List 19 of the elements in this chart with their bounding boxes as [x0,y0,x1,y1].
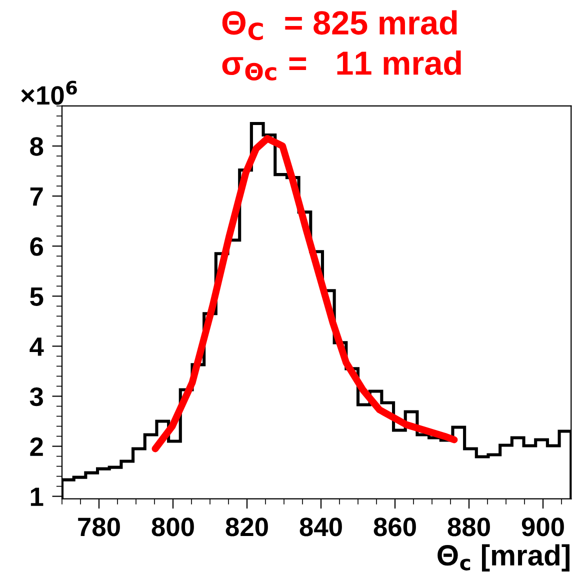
x-tick-label: 840 [300,518,342,536]
text: Θ$_{C}$ = 825 mrad [222,10,457,40]
x-tick-label: 800 [152,518,194,536]
text: σ$_{Θc}$ = 11 mrad [222,50,461,80]
x-tick-label: 900 [522,518,564,536]
y-tick-label: 3 [30,387,43,406]
y-tick-label: 6 [30,237,43,256]
y-tick-label: 1 [30,488,44,506]
y-tick-label: 7 [30,187,43,206]
text: ×10$^{6}$ [21,80,77,105]
x-tick-label: 860 [374,518,416,536]
y-tick-label: 8 [30,137,44,156]
x-axis-title: Θ$_{c}$ [mrad] [438,544,570,572]
x-tick-label: 780 [78,518,120,536]
y-tick-label: 2 [30,437,43,456]
x-tick-label: 880 [448,518,490,536]
y-tick-label: 5 [30,288,44,306]
y-tick-label: 4 [30,338,44,356]
x-tick-label: 820 [226,518,268,536]
